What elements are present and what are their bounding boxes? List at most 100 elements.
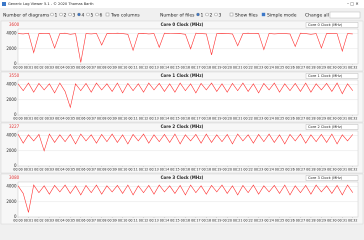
x-tick-label: 00:23 [254, 66, 264, 70]
x-tick-label: 00:22 [243, 168, 253, 172]
x-tick-label: 00:01 [24, 219, 34, 223]
current-value: 3600 [9, 22, 20, 27]
x-tick-label: 00:29 [317, 66, 327, 70]
x-tick-label: 00:19 [212, 117, 222, 121]
two-columns-checkbox[interactable] [105, 12, 110, 17]
x-tick-label: 00:28 [306, 66, 316, 70]
x-tick-label: 00:28 [306, 219, 316, 223]
x-tick-label: 00:10 [118, 66, 128, 70]
change-all-label: Change all [305, 13, 329, 19]
series-dropdown[interactable] [305, 124, 359, 130]
x-tick-label: 00:10 [118, 117, 128, 121]
show-files-checkbox[interactable] [229, 12, 234, 17]
x-tick-label: 00:05 [66, 117, 76, 121]
x-tick-label: 00:02 [34, 66, 44, 70]
radio[interactable] [95, 12, 99, 17]
x-tick-label: 00:21 [233, 219, 243, 223]
x-tick-label: 00:24 [264, 117, 274, 121]
y-tick-label: 4000 [6, 133, 17, 138]
chart-panel: 3550 Core 1 Clock (MHz) Core 1 Clock (MHz)… [0, 71, 364, 123]
app-window: Generic Log Viewer 5.1 - © 2020 Thomas B… [0, 0, 364, 226]
plot-area [17, 28, 359, 65]
x-tick-label: 00:13 [149, 66, 159, 70]
x-tick-label: 00:22 [243, 117, 253, 121]
chart-title: Core 1 Clock (MHz) [161, 73, 204, 78]
series-dropdown[interactable] [305, 73, 359, 79]
simple-mode-label: Simple mode [267, 13, 297, 19]
change-all-dropdown[interactable] [329, 11, 361, 19]
radio-label: 2 [210, 13, 213, 19]
x-tick-label: 00:17 [191, 117, 201, 121]
show-files-label: Show files [235, 13, 258, 19]
x-tick-label: 00:13 [149, 219, 159, 223]
x-tick-label: 00:05 [66, 219, 76, 223]
window-controls[interactable]: – □ ✕ [347, 1, 359, 6]
plot-area [17, 181, 359, 218]
x-tick-label: 00:32 [348, 168, 358, 172]
radio[interactable] [77, 12, 81, 17]
radio[interactable] [50, 12, 54, 17]
x-tick-label: 00:18 [202, 219, 212, 223]
series-line [17, 82, 354, 109]
x-tick-label: 00:00 [13, 66, 23, 70]
series-dropdown-label: Core 3 Clock (MHz) [308, 176, 343, 180]
x-tick-label: 00:11 [128, 117, 138, 121]
x-tick-label: 00:14 [160, 66, 170, 70]
x-tick-label: 00:05 [66, 168, 76, 172]
x-tick-label: 00:21 [233, 117, 243, 121]
simple-mode-checkbox[interactable] [261, 12, 266, 17]
chart-panel: 3080 Core 3 Clock (MHz) Core 3 Clock (MHz)… [0, 173, 364, 225]
x-tick-label: 00:10 [118, 219, 128, 223]
x-tick-label: 00:19 [212, 66, 222, 70]
y-tick-label: 4000 [6, 31, 17, 36]
x-tick-label: 00:15 [170, 219, 180, 223]
y-tick-label: 2000 [6, 97, 17, 102]
x-tick-label: 00:12 [139, 117, 149, 121]
x-tick-label: 00:12 [139, 168, 149, 172]
x-tick-label: 00:31 [338, 219, 348, 223]
series-dropdown[interactable] [305, 175, 359, 181]
x-tick-label: 00:03 [45, 219, 55, 223]
x-tick-label: 00:04 [55, 66, 65, 70]
radio-label: 5 [91, 13, 94, 19]
diagrams-label: Number of diagrams [3, 13, 50, 19]
x-tick-label: 00:30 [327, 168, 337, 172]
x-tick-label: 00:26 [285, 117, 295, 121]
x-tick-label: 00:18 [202, 168, 212, 172]
current-value: 3227 [9, 124, 20, 129]
x-tick-label: 00:23 [254, 117, 264, 121]
series-dropdown[interactable] [305, 22, 359, 28]
x-tick-label: 00:32 [348, 219, 358, 223]
radio[interactable] [205, 12, 209, 17]
x-tick-label: 00:01 [24, 168, 34, 172]
x-tick-label: 00:30 [327, 219, 337, 223]
x-tick-label: 00:21 [233, 168, 243, 172]
y-tick-label: 2000 [6, 46, 17, 51]
x-tick-label: 00:26 [285, 219, 295, 223]
series-line [17, 184, 354, 213]
x-tick-label: 00:03 [45, 66, 55, 70]
x-tick-label: 00:17 [191, 219, 201, 223]
y-tick-label: 2000 [6, 148, 17, 153]
x-tick-label: 00:26 [285, 168, 295, 172]
radio-label: 4 [82, 13, 85, 19]
x-tick-label: 00:26 [285, 66, 295, 70]
radio[interactable] [59, 12, 63, 17]
x-tick-label: 00:11 [128, 168, 138, 172]
x-tick-label: 00:27 [296, 219, 306, 223]
chart-title: Core 2 Clock (MHz) [161, 124, 204, 129]
x-tick-label: 00:01 [24, 66, 34, 70]
series-line [17, 32, 353, 63]
y-tick-label: 0 [14, 112, 17, 117]
radio[interactable] [196, 12, 200, 17]
radio[interactable] [86, 12, 90, 17]
x-tick-label: 00:11 [128, 66, 138, 70]
chart-title: Core 3 Clock (MHz) [161, 175, 204, 180]
x-tick-label: 00:08 [97, 219, 107, 223]
radio-label: 3 [73, 13, 76, 19]
x-tick-label: 00:06 [76, 117, 86, 121]
radio[interactable] [68, 12, 72, 17]
x-tick-label: 00:25 [275, 168, 285, 172]
radio[interactable] [214, 12, 218, 17]
